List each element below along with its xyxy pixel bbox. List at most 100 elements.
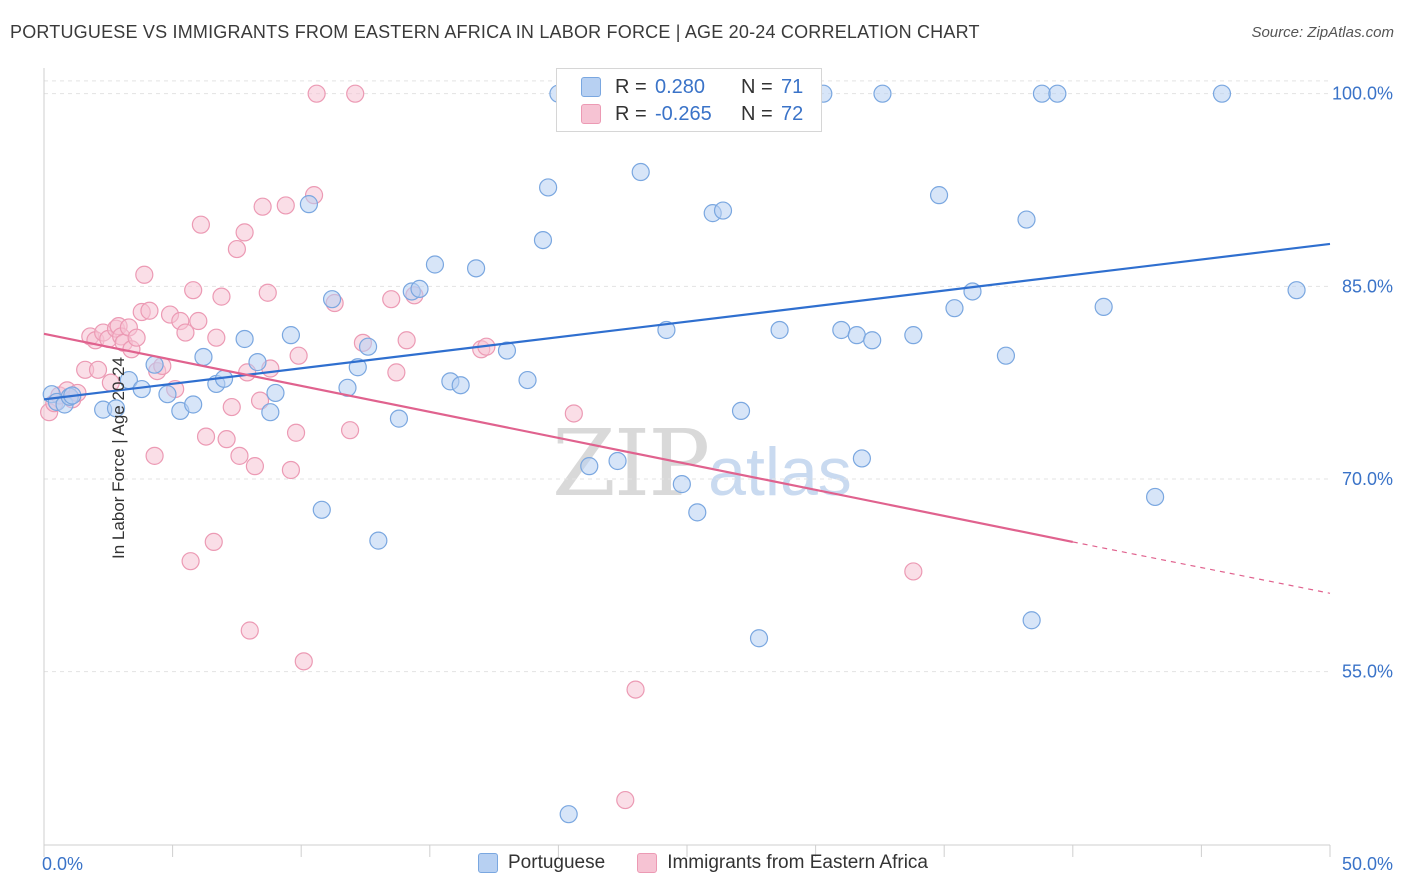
data-point-portuguese	[539, 178, 558, 197]
series-legend-label: Immigrants from Eastern Africa	[667, 852, 928, 873]
data-point-portuguese	[688, 503, 707, 522]
data-point-portuguese	[299, 195, 319, 214]
x-tick-label: 0.0%	[42, 854, 83, 874]
data-point-eastern-africa	[281, 460, 301, 480]
data-point-eastern-africa	[191, 215, 210, 234]
x-tick-label: 50.0%	[1342, 854, 1393, 874]
data-point-eastern-africa	[127, 328, 146, 347]
data-point-eastern-africa	[258, 283, 277, 302]
series-eastern-africa-points	[40, 84, 923, 810]
data-point-eastern-africa	[276, 196, 295, 215]
data-point-portuguese	[996, 346, 1016, 365]
data-point-portuguese	[1017, 210, 1036, 229]
data-point-portuguese	[580, 457, 599, 476]
legend-n-value: 72	[781, 102, 804, 125]
data-point-portuguese	[1048, 84, 1067, 103]
series-legend: Portuguese Immigrants from Eastern Afric…	[0, 852, 1406, 874]
data-point-eastern-africa	[204, 532, 223, 552]
data-point-eastern-africa	[176, 323, 195, 342]
data-point-portuguese	[731, 401, 751, 421]
data-point-portuguese	[1032, 84, 1052, 103]
data-point-portuguese	[425, 255, 445, 274]
data-point-portuguese	[1287, 281, 1306, 300]
legend-n-label: N =	[741, 102, 773, 125]
trend-line-eastern-africa	[43, 332, 1074, 543]
data-point-eastern-africa	[904, 562, 923, 581]
data-point-eastern-africa	[240, 621, 259, 640]
series-portuguese-points	[42, 84, 1306, 824]
data-point-portuguese	[106, 399, 126, 418]
data-point-portuguese	[929, 186, 949, 205]
data-point-portuguese	[497, 341, 517, 360]
data-point-portuguese	[1212, 84, 1232, 103]
y-axis-label: In Labor Force | Age 20-24	[108, 357, 128, 559]
data-point-portuguese	[749, 629, 769, 648]
data-point-portuguese	[559, 805, 578, 824]
data-point-portuguese	[904, 326, 923, 345]
data-point-eastern-africa	[245, 457, 265, 476]
data-point-portuguese	[266, 383, 285, 403]
axes	[43, 68, 1331, 857]
data-point-portuguese	[261, 403, 280, 422]
data-point-portuguese	[451, 376, 470, 395]
data-point-portuguese	[873, 84, 892, 103]
data-point-portuguese	[145, 355, 164, 374]
data-point-eastern-africa	[88, 360, 108, 379]
y-tick-label: 85.0%	[1342, 276, 1393, 296]
data-point-portuguese	[852, 449, 871, 468]
series-legend-eastern-africa[interactable]: Immigrants from Eastern Africa	[637, 852, 928, 874]
data-point-portuguese	[358, 337, 378, 356]
data-point-eastern-africa	[340, 421, 360, 440]
source-label: Source: ZipAtlas.com	[1251, 24, 1394, 41]
data-point-eastern-africa	[227, 239, 246, 259]
watermark: ZIPatlas	[552, 410, 852, 517]
data-point-portuguese	[389, 409, 409, 428]
data-point-portuguese	[863, 331, 882, 350]
data-point-eastern-africa	[382, 290, 401, 309]
correlation-legend: R = 0.280 N = 71 R = -0.265 N = 72	[556, 68, 822, 132]
legend-r-value: 0.280	[655, 75, 706, 98]
data-point-portuguese	[281, 326, 301, 345]
data-point-eastern-africa	[230, 446, 249, 465]
data-point-eastern-africa	[184, 281, 203, 300]
data-point-portuguese	[518, 370, 537, 390]
y-tick-label: 100.0%	[1332, 84, 1393, 104]
data-point-eastern-africa	[289, 346, 308, 365]
tick-labels: 55.0% 70.0% 85.0% 100.0% 0.0% 50.0%	[42, 84, 1393, 874]
legend-n-value: 71	[781, 75, 804, 98]
data-point-portuguese	[322, 290, 342, 309]
data-point-eastern-africa	[387, 363, 406, 382]
legend-row-portuguese: R = 0.280 N = 71	[581, 73, 803, 101]
data-point-portuguese	[713, 201, 733, 220]
data-point-eastern-africa	[564, 404, 583, 423]
data-point-portuguese	[1094, 297, 1113, 316]
data-point-eastern-africa	[222, 397, 241, 417]
series-swatch-blue	[478, 853, 498, 873]
series-legend-portuguese[interactable]: Portuguese	[478, 852, 605, 874]
trend-line-eastern-africa-extension	[1072, 541, 1331, 594]
data-point-portuguese	[608, 451, 627, 471]
legend-n-label: N =	[741, 75, 773, 98]
data-point-eastern-africa	[286, 423, 306, 442]
data-point-eastern-africa	[250, 391, 270, 410]
data-point-portuguese	[158, 385, 177, 404]
data-point-eastern-africa	[307, 84, 326, 103]
data-point-portuguese	[369, 531, 388, 550]
data-point-eastern-africa	[253, 197, 272, 216]
legend-row-eastern-africa: R = -0.265 N = 72	[581, 100, 803, 128]
legend-r-label: R =	[615, 102, 647, 125]
data-point-eastern-africa	[207, 328, 226, 347]
data-point-portuguese	[847, 326, 866, 345]
legend-swatch-pink	[581, 104, 601, 124]
series-legend-label: Portuguese	[508, 852, 606, 873]
data-point-portuguese	[410, 279, 429, 298]
data-point-eastern-africa	[189, 311, 208, 331]
data-point-portuguese	[945, 299, 964, 318]
y-tick-label: 55.0%	[1342, 662, 1393, 682]
data-point-portuguese	[1146, 487, 1165, 507]
data-point-eastern-africa	[346, 84, 365, 103]
data-point-eastern-africa	[294, 652, 313, 671]
data-point-portuguese	[672, 475, 691, 494]
data-point-portuguese	[1022, 611, 1041, 630]
data-point-portuguese	[466, 259, 486, 278]
